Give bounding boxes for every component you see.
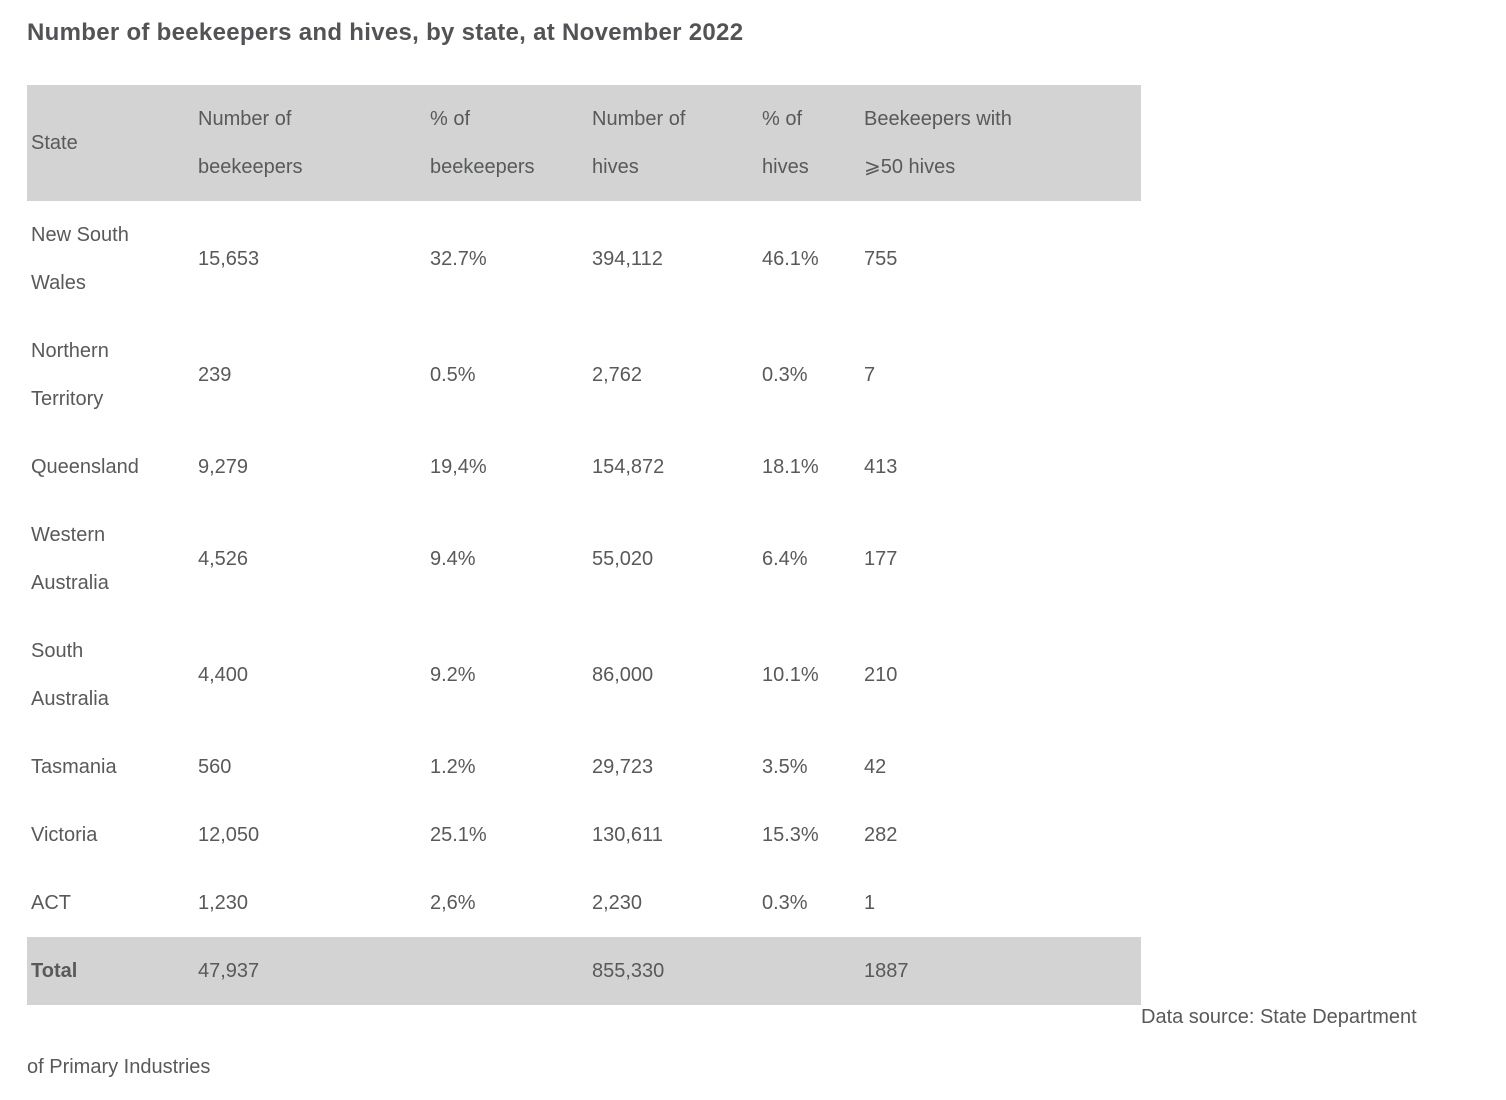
hives-cell: 154,872 xyxy=(592,456,665,478)
pct-beekeepers-cell: 2,6% xyxy=(430,892,476,914)
hives-cell: 2,230 xyxy=(592,892,643,914)
table-row-act: ACT 1,230 2,6% 2,230 0.3% 1 xyxy=(27,869,1141,937)
page: { "colors": { "header_bg": "#d3d3d3", "t… xyxy=(0,18,1506,1100)
beekeepers-cell: 4,526 xyxy=(198,548,249,570)
column-header-pct-of-beekeepers: % of beekeepers xyxy=(426,85,588,201)
state-cell: South Australia xyxy=(31,640,109,710)
table-row-victoria: Victoria 12,050 25.1% 130,611 15.3% 282 xyxy=(27,801,1141,869)
table-header: State Number of beekeepers % of beekeepe… xyxy=(27,85,1141,201)
table-body: New South Wales 15,653 32.7% 394,112 46.… xyxy=(27,201,1141,1005)
pct-hives-cell: 10.1% xyxy=(762,664,819,686)
hives-cell: 2,762 xyxy=(592,364,643,386)
table-row-northern-territory: Northern Territory 239 0.5% 2,762 0.3% 7 xyxy=(27,317,1141,433)
pct-beekeepers-cell: 0.5% xyxy=(430,364,476,386)
gte50-cell: 413 xyxy=(864,456,898,478)
state-cell: New South Wales xyxy=(31,224,129,294)
gte50-cell: 177 xyxy=(864,548,898,570)
pct-beekeepers-cell: 25.1% xyxy=(430,824,487,846)
pct-hives-cell: 15.3% xyxy=(762,824,819,846)
total-label-cell: Total xyxy=(27,937,194,1005)
table-row-western-australia: Western Australia 4,526 9.4% 55,020 6.4%… xyxy=(27,501,1141,617)
column-header-pct-of-hives: % of hives xyxy=(758,85,860,201)
state-cell: Tasmania xyxy=(31,756,117,778)
beekeepers-cell: 1,230 xyxy=(198,892,249,914)
gte50-cell: 282 xyxy=(864,824,898,846)
hives-cell: 55,020 xyxy=(592,548,654,570)
pct-hives-cell: 18.1% xyxy=(762,456,819,478)
pct-hives-cell: 0.3% xyxy=(762,892,808,914)
beekeepers-hives-table: State Number of beekeepers % of beekeepe… xyxy=(27,85,1141,1005)
table-row-queensland: Queensland 9,279 19,4% 154,872 18.1% 413 xyxy=(27,433,1141,501)
pct-hives-cell: 6.4% xyxy=(762,548,808,570)
beekeepers-cell: 15,653 xyxy=(198,248,260,270)
pct-beekeepers-cell: 32.7% xyxy=(430,248,487,270)
state-cell: Northern Territory xyxy=(31,340,109,410)
pct-beekeepers-cell: 19,4% xyxy=(430,456,487,478)
state-cell: ACT xyxy=(31,892,71,914)
pct-hives-cell: 3.5% xyxy=(762,756,808,778)
data-source-note-line1: Data source: State Department xyxy=(1141,1006,1417,1028)
total-pct-hives-cell xyxy=(758,937,860,1005)
beekeepers-cell: 12,050 xyxy=(198,824,260,846)
gte50-cell: 42 xyxy=(864,756,887,778)
column-header-number-of-hives: Number of hives xyxy=(588,85,758,201)
state-cell: Victoria xyxy=(31,824,98,846)
total-gte50-cell: 1887 xyxy=(860,937,1141,1005)
hives-cell: 29,723 xyxy=(592,756,654,778)
pct-beekeepers-cell: 1.2% xyxy=(430,756,476,778)
pct-hives-cell: 0.3% xyxy=(762,364,808,386)
hives-cell: 86,000 xyxy=(592,664,654,686)
column-header-beekeepers-gte-50-hives: Beekeepers with ⩾50 hives xyxy=(860,85,1141,201)
total-hives-cell: 855,330 xyxy=(588,937,758,1005)
column-header-state: State xyxy=(27,85,194,201)
column-header-number-of-beekeepers: Number of beekeepers xyxy=(194,85,426,201)
hives-cell: 130,611 xyxy=(592,824,663,846)
pct-beekeepers-cell: 9.2% xyxy=(430,664,476,686)
header-row: State Number of beekeepers % of beekeepe… xyxy=(27,85,1141,201)
gte50-cell: 210 xyxy=(864,664,898,686)
beekeepers-cell: 560 xyxy=(198,756,232,778)
table-row-new-south-wales: New South Wales 15,653 32.7% 394,112 46.… xyxy=(27,201,1141,317)
pct-hives-cell: 46.1% xyxy=(762,248,819,270)
data-source-note-line2: of Primary Industries xyxy=(27,1056,211,1078)
beekeepers-cell: 9,279 xyxy=(198,456,249,478)
table-row-tasmania: Tasmania 560 1.2% 29,723 3.5% 42 xyxy=(27,733,1141,801)
gte50-cell: 7 xyxy=(864,364,876,386)
table-row-total: Total 47,937 855,330 1887 xyxy=(27,937,1141,1005)
beekeepers-cell: 239 xyxy=(198,364,232,386)
page-title: Number of beekeepers and hives, by state… xyxy=(27,19,744,46)
gte50-cell: 1 xyxy=(864,892,876,914)
hives-cell: 394,112 xyxy=(592,248,663,270)
gte50-cell: 755 xyxy=(864,248,898,270)
beekeepers-cell: 4,400 xyxy=(198,664,249,686)
total-pct-beekeepers-cell xyxy=(426,937,588,1005)
state-cell: Queensland xyxy=(31,456,139,478)
state-cell: Western Australia xyxy=(31,524,109,594)
total-beekeepers-cell: 47,937 xyxy=(194,937,426,1005)
table-row-south-australia: South Australia 4,400 9.2% 86,000 10.1% … xyxy=(27,617,1141,733)
pct-beekeepers-cell: 9.4% xyxy=(430,548,476,570)
